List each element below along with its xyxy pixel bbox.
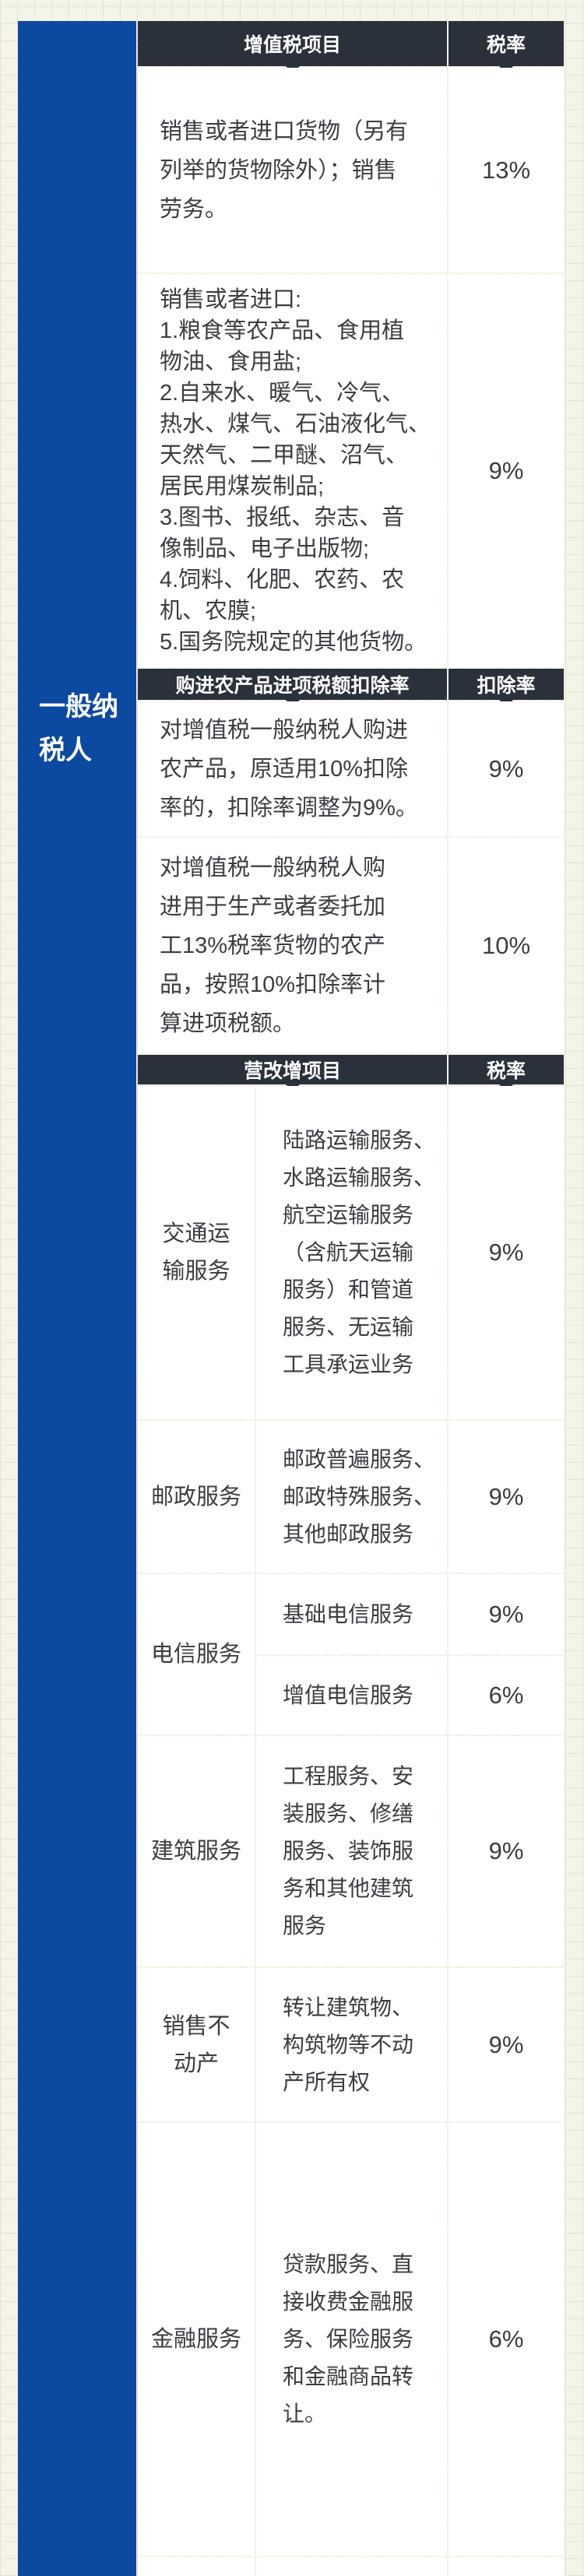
- taxpayer-type-column: [18, 21, 136, 2576]
- vat-row-rate: 9%: [449, 274, 564, 667]
- reform-next-row: [449, 2557, 564, 2576]
- deduction-row-item: 对增值税一般纳税人购进 农产品，原适用10%扣除 率的，扣除率调整为9%。: [138, 701, 447, 836]
- reform-rate: 9%: [449, 1968, 564, 2121]
- reform-category: 电信服务: [138, 1574, 255, 1734]
- deduction-header-rate: 扣除率: [449, 669, 564, 707]
- deduction-row-rate: 9%: [449, 701, 564, 836]
- vat-header-rate: 税率: [449, 21, 564, 73]
- reform-rate: 9%: [449, 1421, 564, 1573]
- reform-rate: 6%: [449, 2123, 564, 2556]
- reform-rate: 9%: [449, 1574, 564, 1654]
- reform-rate: 6%: [449, 1656, 564, 1734]
- deduction-row-rate: 10%: [449, 838, 564, 1053]
- reform-rate: 9%: [449, 1736, 564, 1966]
- reform-category: 金融服务: [138, 2123, 255, 2556]
- reform-header-item: 营改增项目: [138, 1055, 447, 1091]
- reform-header-rate: 税率: [449, 1055, 564, 1091]
- taxpayer-type-label: 一般纳 税人: [39, 692, 118, 765]
- reform-item: 贷款服务、直 接收费金融服 务、保险服务 和金融商品转 让。: [256, 2123, 447, 2556]
- vat-row-item: 销售或者进口货物（另有 列举的货物除外）；销售 劳务。: [138, 68, 447, 272]
- reform-item: 邮政普遍服务、 邮政特殊服务、 其他邮政服务: [256, 1421, 447, 1573]
- deduction-header-item: 购进农产品进项税额扣除率: [138, 669, 447, 707]
- reform-item: 转让建筑物、 构筑物等不动 产所有权: [256, 1968, 447, 2121]
- reform-rate: 9%: [449, 1086, 564, 1419]
- reform-category: 邮政服务: [138, 1421, 255, 1573]
- vat-header-item: 增值税项目: [138, 21, 447, 73]
- reform-next-row: [138, 2557, 255, 2576]
- reform-item: 工程服务、安 装服务、修缮 服务、装饰服 务和其他建筑 服务: [256, 1736, 447, 1966]
- reform-item: 陆路运输服务、 水路运输服务、 航空运输服务 （含航天运输 服务）和管道 服务、…: [256, 1086, 447, 1419]
- reform-item: 基础电信服务: [256, 1574, 447, 1654]
- reform-category: 销售不 动产: [138, 1968, 255, 2121]
- reform-category: 交通运 输服务: [138, 1086, 255, 1419]
- reform-next-row: [256, 2557, 447, 2576]
- vat-row-item: 销售或者进口: 1.粮食等农产品、食用植 物油、食用盐; 2.自来水、暖气、冷气…: [138, 274, 447, 667]
- deduction-row-item: 对增值税一般纳税人购 进用于生产或者委托加 工13%税率货物的农产 品，按照10…: [138, 838, 447, 1053]
- reform-category: 建筑服务: [138, 1736, 255, 1966]
- reform-item: 增值电信服务: [256, 1656, 447, 1734]
- vat-row-rate: 13%: [449, 68, 564, 272]
